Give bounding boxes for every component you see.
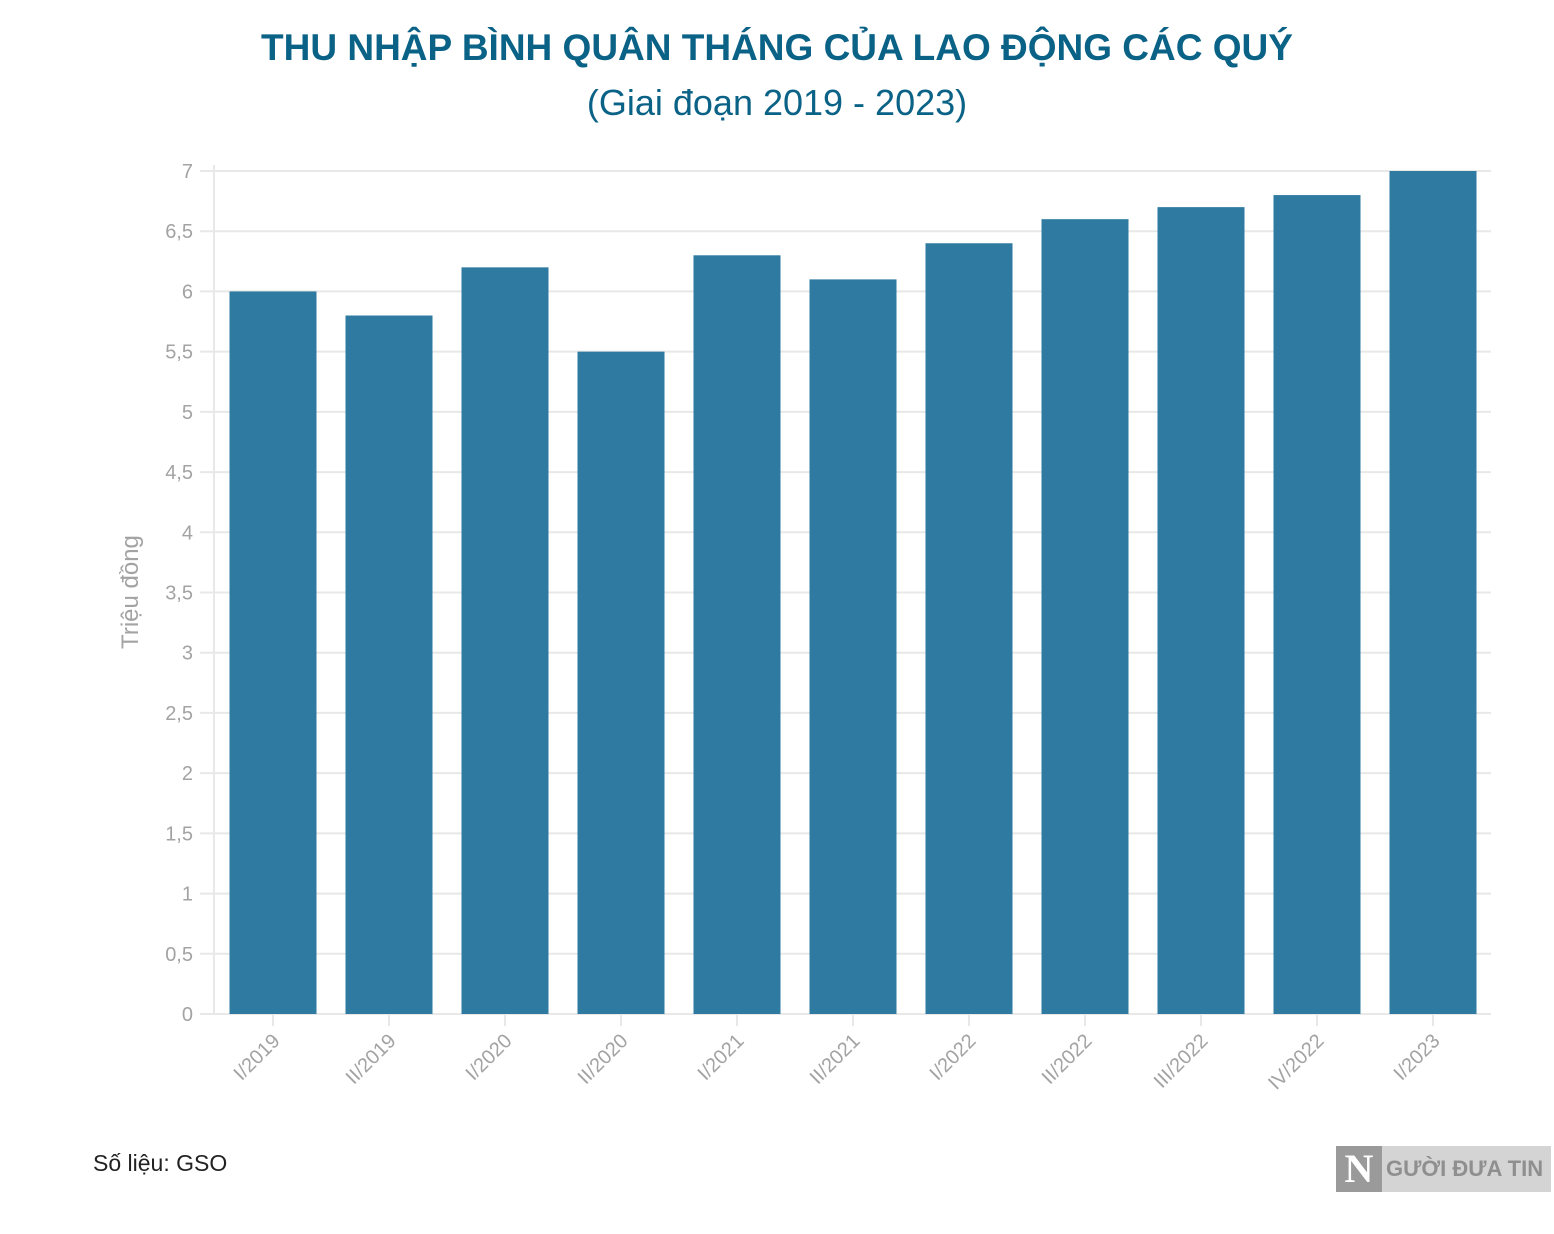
bar: [925, 243, 1013, 1014]
bar: [1157, 207, 1245, 1015]
y-tick-label: 0: [182, 1004, 193, 1026]
chart-title: THU NHẬP BÌNH QUÂN THÁNG CỦA LAO ĐỘNG CÁ…: [261, 27, 1293, 68]
bar: [1041, 219, 1129, 1014]
y-tick-label: 7: [182, 161, 193, 183]
chart-subtitle: (Giai đoạn 2019 - 2023): [586, 82, 968, 123]
y-tick-label: 4: [182, 522, 193, 544]
bar: [693, 255, 781, 1015]
x-tick-label: I/2021: [694, 1030, 749, 1085]
x-tick-label: II/2022: [1038, 1030, 1097, 1089]
x-tick-label: II/2020: [574, 1030, 633, 1089]
y-tick-label: 2,5: [165, 703, 193, 725]
bar: [1273, 195, 1361, 1015]
bar: [1389, 171, 1477, 1014]
x-tick-label: I/2023: [1390, 1030, 1445, 1085]
publisher-logo: N GƯỜI ĐƯA TIN: [1336, 1146, 1552, 1192]
y-tick-label: 0,5: [165, 944, 193, 966]
bar: [461, 267, 549, 1014]
bar: [809, 279, 897, 1014]
y-tick-label: 3: [182, 643, 193, 665]
y-tick-label: 3,5: [165, 583, 193, 605]
x-tick-label: II/2019: [342, 1030, 401, 1089]
bars: [229, 171, 1477, 1015]
y-tick-label: 4,5: [165, 462, 193, 484]
x-tick-label: I/2022: [926, 1030, 981, 1085]
y-tick-label: 5,5: [165, 342, 193, 364]
bar: [345, 315, 433, 1014]
y-tick-label: 1: [182, 884, 193, 906]
y-tick-label: 2: [182, 763, 193, 785]
x-tick-label: III/2022: [1150, 1030, 1213, 1093]
bar-chart: 0 0,5 1 1,5 2 2,5 3 3,5 4 4,5 5 5,5 6 6,5 7 I/2019 II/20…: [117, 161, 1491, 1094]
source-note: Số liệu: GSO: [93, 1150, 228, 1176]
x-tick-label: I/2020: [462, 1030, 517, 1085]
x-tick-label: I/2019: [230, 1030, 285, 1085]
y-axis-label: Triệu đồng: [117, 535, 144, 649]
bar: [577, 351, 665, 1015]
logo-text: GƯỜI ĐƯA TIN: [1386, 1156, 1544, 1181]
x-tick-label: IV/2022: [1264, 1030, 1328, 1094]
y-tick-label: 6,5: [165, 221, 193, 243]
bar: [229, 291, 317, 1014]
y-tick-label: 5: [182, 402, 193, 424]
y-tick-label: 1,5: [165, 823, 193, 845]
x-tick-label: II/2021: [806, 1030, 865, 1089]
logo-letter: N: [1336, 1146, 1382, 1192]
y-tick-label: 6: [182, 281, 193, 303]
